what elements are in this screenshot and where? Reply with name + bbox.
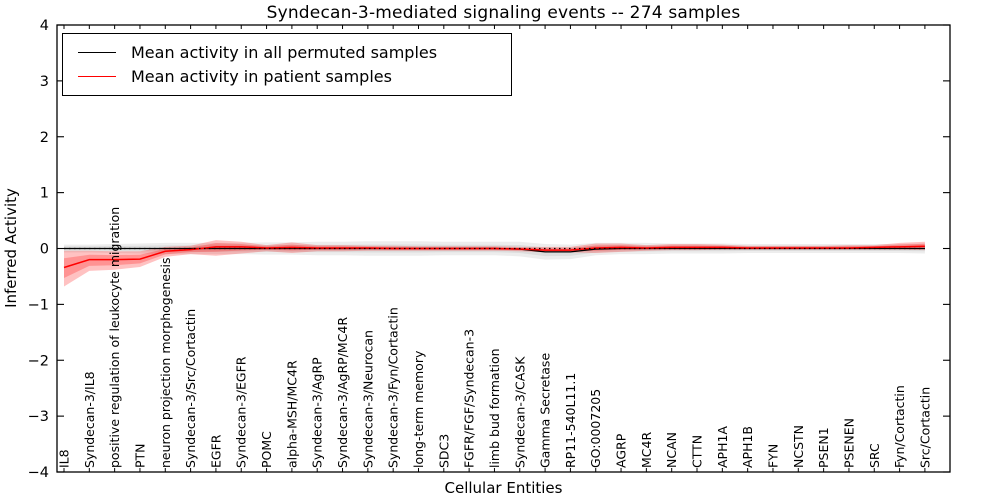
- x-tick-label: Fyn/Cortactin: [892, 385, 907, 468]
- x-tick-label: Syndecan-3/CASK: [512, 356, 527, 468]
- x-tick-label: GO:0007205: [588, 389, 603, 468]
- x-tick-label: Syndecan-3/Neurocan: [360, 330, 375, 468]
- x-tick-label: neuron projection morphogenesis: [158, 257, 173, 468]
- x-tick-label: FYN: [765, 444, 780, 468]
- x-tick-label: Syndecan-3/Fyn/Cortactin: [386, 307, 401, 468]
- x-tick-label: SRC: [867, 443, 882, 468]
- x-tick-label: Syndecan-3/EGFR: [234, 356, 249, 468]
- x-tick-label: RP11-540L11.1: [563, 373, 578, 468]
- x-tick-label: MC4R: [639, 432, 654, 468]
- y-tick-label: 4: [40, 18, 49, 34]
- patient-line-swatch: [78, 76, 116, 78]
- y-tick-label: −3: [28, 409, 49, 425]
- y-tick-label: −4: [28, 465, 49, 481]
- x-tick-label: AGRP: [614, 433, 629, 468]
- legend-label-patient: Mean activity in patient samples: [131, 67, 392, 87]
- x-tick-label: Syndecan-3/AgRP: [310, 357, 325, 468]
- x-tick-label: SDC3: [436, 434, 451, 468]
- x-tick-label: long-term memory: [411, 350, 426, 468]
- x-tick-label: POMC: [259, 431, 274, 468]
- x-tick-label: EGFR: [208, 434, 223, 468]
- x-tick-label: APH1B: [740, 426, 755, 468]
- x-tick-label: IL8: [57, 449, 72, 468]
- x-tick-label: positive regulation of leukocyte migrati…: [107, 207, 122, 468]
- x-axis-label: Cellular Entities: [444, 479, 563, 497]
- y-tick-label: 0: [40, 242, 49, 258]
- x-tick-label: Syndecan-3/Src/Cortactin: [183, 309, 198, 468]
- legend-item-permuted: Mean activity in all permuted samples: [63, 43, 511, 62]
- x-tick-label: APH1A: [715, 426, 730, 468]
- band-permuted-samples-range: [64, 241, 925, 260]
- x-tick-label: Syndecan-3/AgRP/MC4R: [335, 317, 350, 468]
- legend-label-permuted: Mean activity in all permuted samples: [131, 42, 438, 62]
- x-tick-label: limb bud formation: [487, 348, 502, 468]
- x-tick-label: Gamma Secretase: [538, 353, 553, 468]
- x-tick-label: PTN: [132, 443, 147, 468]
- x-tick-label: FGFR/FGF/Syndecan-3: [462, 329, 477, 468]
- chart-title: Syndecan-3-mediated signaling events -- …: [266, 3, 741, 23]
- permuted-line-swatch: [78, 51, 116, 53]
- band-patient-samples-range: [64, 243, 925, 278]
- band-patient-samples-range: [64, 240, 925, 287]
- legend: Mean activity in all permuted samples Me…: [62, 33, 512, 96]
- x-tick-label: PSENEN: [841, 418, 856, 468]
- y-axis-label: Inferred Activity: [2, 188, 20, 308]
- y-tick-label: −1: [28, 297, 49, 313]
- x-tick-label: NCSTN: [791, 425, 806, 468]
- x-tick-label: Src/Cortactin: [917, 387, 932, 468]
- x-tick-label: alpha-MSH/MC4R: [284, 360, 299, 468]
- y-tick-label: 2: [40, 130, 49, 146]
- x-tick-label: CTTN: [690, 435, 705, 468]
- y-tick-label: 1: [40, 186, 49, 202]
- y-tick-label: −2: [28, 353, 49, 369]
- x-tick-label: NCAN: [664, 432, 679, 468]
- y-tick-label: 3: [40, 74, 49, 90]
- legend-item-patient: Mean activity in patient samples: [63, 67, 511, 86]
- x-tick-label: PSEN1: [816, 427, 831, 468]
- x-tick-label: Syndecan-3/IL8: [82, 371, 97, 468]
